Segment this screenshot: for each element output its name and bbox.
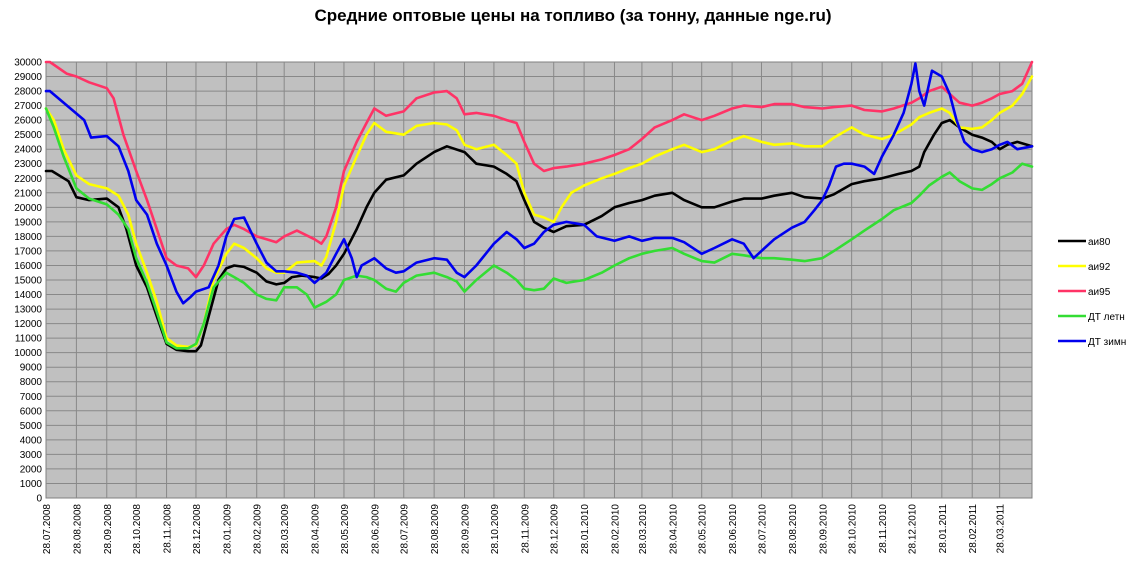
series-line-0 xyxy=(44,118,1034,353)
y-tick-label: 5000 xyxy=(20,421,43,432)
y-tick-label: 30000 xyxy=(14,58,42,69)
y-tick-label: 17000 xyxy=(14,246,42,257)
series-line-3 xyxy=(44,107,1034,350)
x-tick-label: 28.09.2009 xyxy=(461,504,472,554)
x-tick-label: 28.02.2010 xyxy=(610,504,621,554)
x-tick-label: 28.06.2009 xyxy=(370,504,381,554)
legend-label: аи92 xyxy=(1088,262,1111,273)
y-tick-label: 4000 xyxy=(20,435,43,446)
x-tick-label: 28.11.2010 xyxy=(878,504,889,554)
y-axis-ticks: 0 1000 2000 3000 4000 5000 6000 7000 8000 9000 100… xyxy=(14,58,42,505)
y-tick-label: 3000 xyxy=(20,450,43,461)
y-tick-label: 0 xyxy=(36,494,42,505)
x-tick-label: 28.01.2010 xyxy=(580,504,591,554)
x-tick-label: 28.11.2008 xyxy=(163,504,174,554)
x-tick-label: 28.05.2009 xyxy=(340,504,351,554)
x-tick-label: 28.01.2009 xyxy=(222,504,233,554)
legend-label: аи95 xyxy=(1088,287,1111,298)
grid xyxy=(46,62,1032,498)
series-lines xyxy=(44,60,1034,353)
y-tick-label: 24000 xyxy=(14,145,42,156)
x-tick-label: 28.02.2011 xyxy=(968,504,979,554)
y-tick-label: 11000 xyxy=(15,334,43,345)
x-tick-label: 28.07.2010 xyxy=(757,504,768,554)
legend-label: ДТ зимн xyxy=(1088,337,1126,348)
x-tick-label: 28.08.2008 xyxy=(72,504,83,554)
y-tick-label: 16000 xyxy=(14,261,42,272)
x-tick-label: 28.12.2009 xyxy=(550,504,561,554)
x-tick-label: 28.03.2010 xyxy=(638,504,649,554)
series-line-1 xyxy=(44,75,1034,349)
x-tick-label: 28.02.2009 xyxy=(253,504,264,554)
y-tick-label: 9000 xyxy=(20,363,43,374)
legend: аи80 аи92 аи95 ДТ летн ДТ зимн xyxy=(1058,237,1126,348)
y-tick-label: 8000 xyxy=(20,377,43,388)
x-tick-label: 28.09.2008 xyxy=(103,504,114,554)
y-tick-label: 12000 xyxy=(14,319,42,330)
y-tick-label: 13000 xyxy=(14,305,42,316)
y-tick-label: 14000 xyxy=(14,290,42,301)
series-line-4 xyxy=(44,62,1034,305)
y-tick-label: 15000 xyxy=(14,276,42,287)
x-tick-label: 28.07.2009 xyxy=(400,504,411,554)
y-tick-label: 27000 xyxy=(14,101,42,112)
y-tick-label: 18000 xyxy=(14,232,42,243)
x-tick-label: 28.04.2009 xyxy=(311,504,322,554)
x-tick-label: 28.06.2010 xyxy=(728,504,739,554)
y-tick-label: 7000 xyxy=(20,392,43,403)
x-tick-label: 28.01.2011 xyxy=(938,504,949,554)
x-tick-label: 28.12.2008 xyxy=(192,504,203,554)
y-tick-label: 2000 xyxy=(20,464,43,475)
x-tick-label: 28.08.2010 xyxy=(788,504,799,554)
x-tick-label: 28.08.2009 xyxy=(430,504,441,554)
chart-title: Средние оптовые цены на топливо (за тонн… xyxy=(314,6,831,25)
x-tick-label: 28.05.2010 xyxy=(698,504,709,554)
y-tick-label: 29000 xyxy=(14,72,42,83)
y-tick-label: 25000 xyxy=(14,130,42,141)
x-tick-label: 28.10.2009 xyxy=(490,504,501,554)
y-tick-label: 20000 xyxy=(14,203,42,214)
legend-label: аи80 xyxy=(1088,237,1111,248)
x-tick-label: 28.03.2009 xyxy=(280,504,291,554)
y-tick-label: 6000 xyxy=(20,406,43,417)
y-tick-label: 22000 xyxy=(14,174,42,185)
y-tick-label: 1000 xyxy=(20,479,43,490)
y-tick-label: 21000 xyxy=(14,188,42,199)
y-tick-label: 23000 xyxy=(14,159,42,170)
y-tick-label: 28000 xyxy=(14,87,42,98)
y-tick-label: 19000 xyxy=(14,217,42,228)
x-tick-label: 28.09.2010 xyxy=(818,504,829,554)
x-tick-label: 28.10.2010 xyxy=(848,504,859,554)
x-tick-label: 28.04.2010 xyxy=(668,504,679,554)
y-tick-label: 26000 xyxy=(14,116,42,127)
x-tick-label: 28.03.2011 xyxy=(996,504,1007,554)
x-tick-label: 28.10.2008 xyxy=(132,504,143,554)
x-axis-ticks: 28.07.2008 28.08.2008 28.09.2008 28.10.2008… xyxy=(42,504,1007,554)
x-tick-label: 28.11.2009 xyxy=(520,504,531,554)
legend-label: ДТ летн xyxy=(1088,312,1125,323)
series-line-2 xyxy=(44,60,1034,279)
y-tick-label: 10000 xyxy=(14,348,42,359)
x-tick-label: 28.12.2010 xyxy=(907,504,918,554)
x-tick-label: 28.07.2008 xyxy=(42,504,53,554)
